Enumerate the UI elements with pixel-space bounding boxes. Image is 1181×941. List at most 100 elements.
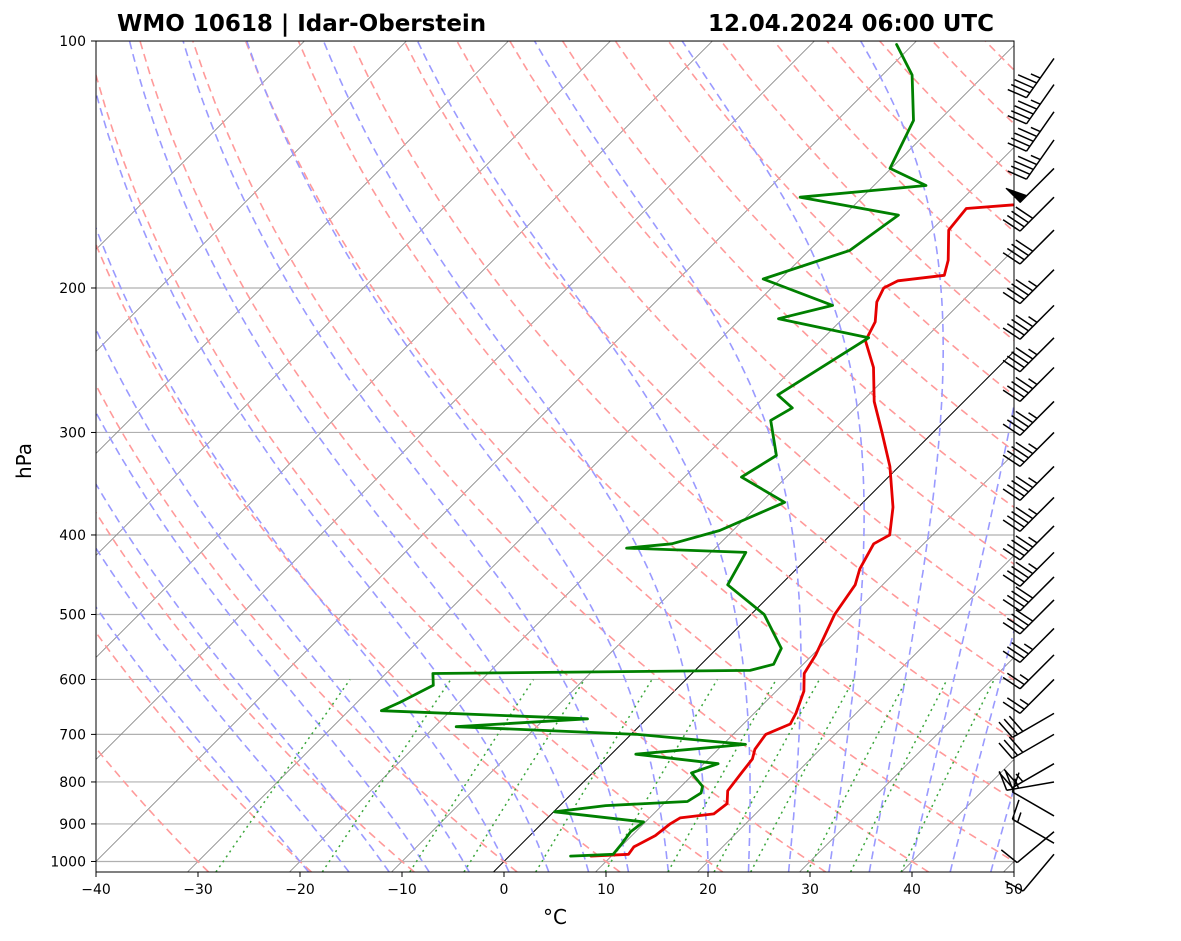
dry-adiabat-line bbox=[96, 242, 621, 872]
wind-barb-half-feather bbox=[1030, 154, 1041, 161]
wind-barb-half-feather bbox=[1015, 773, 1024, 783]
dry-adiabat-line bbox=[139, 41, 827, 872]
isotherm-line bbox=[697, 554, 1014, 872]
wind-barb-feather bbox=[1002, 621, 1021, 635]
x-tick-label: −30 bbox=[183, 882, 213, 898]
wind-barb-feather bbox=[1006, 355, 1025, 369]
wind-barb-feather bbox=[1011, 479, 1029, 493]
wind-barb-staff bbox=[1019, 678, 1055, 714]
moist-adiabat-line bbox=[246, 41, 670, 872]
dry-adiabat-line bbox=[509, 41, 1014, 566]
wind-barb-feather bbox=[1014, 78, 1034, 89]
wind-barb-feather bbox=[1015, 506, 1034, 520]
mixing-ratio-line bbox=[900, 679, 995, 872]
y-tick-label: 600 bbox=[59, 672, 86, 688]
wind-barb-feather bbox=[1003, 739, 1019, 756]
x-tick-label: −10 bbox=[387, 882, 417, 898]
isotherm-line bbox=[96, 41, 713, 659]
x-tick-label: 20 bbox=[699, 882, 717, 898]
wind-barb-feather bbox=[1006, 594, 1025, 608]
wind-barb-half-feather bbox=[1019, 698, 1029, 706]
wind-barb bbox=[1004, 853, 1055, 892]
wind-barb-feather bbox=[998, 721, 1013, 738]
wind-barb bbox=[1002, 551, 1055, 587]
wind-barb-feather bbox=[1002, 327, 1021, 340]
dry-adiabat-line bbox=[350, 41, 1014, 741]
wind-barb bbox=[1002, 229, 1055, 265]
wind-barb-feather bbox=[1011, 318, 1029, 332]
x-tick-label: −20 bbox=[285, 882, 315, 898]
wind-barb-half-feather bbox=[1030, 73, 1041, 79]
dry-adiabat-line bbox=[96, 511, 415, 872]
moist-adiabat-line bbox=[96, 546, 350, 872]
y-tick-label: 100 bbox=[59, 34, 86, 50]
dry-adiabat-line bbox=[720, 41, 1014, 342]
wind-barb-feather bbox=[1006, 543, 1025, 557]
wind-barb-half-feather bbox=[1028, 563, 1038, 570]
wind-barb bbox=[998, 733, 1055, 760]
mixing-ratio-line bbox=[713, 679, 821, 872]
wind-barb-feather bbox=[1015, 475, 1034, 489]
dry-adiabat-line bbox=[561, 41, 1014, 509]
dewpoint-profile-line bbox=[380, 43, 928, 858]
wind-barb-feather bbox=[1017, 100, 1038, 110]
wind-barb-feather bbox=[1002, 598, 1021, 612]
wind-barb-feather bbox=[1003, 718, 1019, 735]
wind-barb-staff bbox=[1019, 465, 1055, 501]
wind-barb-feather bbox=[1011, 414, 1029, 428]
isotherm-line bbox=[493, 350, 1014, 872]
wind-barb-feather bbox=[1002, 291, 1021, 305]
wind-barb-feather bbox=[998, 742, 1013, 759]
wind-barb-staff bbox=[1025, 57, 1055, 99]
wind-barb-half-feather bbox=[1028, 348, 1038, 356]
wind-barb-feather bbox=[1002, 423, 1021, 437]
wind-barb-feather bbox=[1010, 165, 1031, 176]
wind-barb-feather bbox=[1002, 574, 1021, 587]
wind-barb-feather bbox=[1015, 376, 1034, 390]
mixing-ratio-line bbox=[849, 679, 948, 872]
wind-barb bbox=[998, 763, 1055, 789]
wind-barb-feather bbox=[1007, 114, 1027, 125]
wind-barb-feather bbox=[1017, 155, 1038, 166]
wind-barb-half-feather bbox=[1030, 126, 1041, 133]
wind-barb-feather bbox=[1006, 450, 1025, 463]
dry-adiabat-line bbox=[667, 41, 1014, 397]
wind-barb-feather bbox=[1008, 736, 1024, 753]
isotherm-line bbox=[96, 41, 407, 353]
wind-barb-feather bbox=[1006, 419, 1025, 432]
wind-barb-feather bbox=[1006, 484, 1025, 497]
wind-barb-feather bbox=[1015, 410, 1034, 424]
moist-adiabat-line bbox=[681, 41, 865, 872]
wind-barb-feather bbox=[1006, 247, 1025, 261]
title-datetime: 12.04.2024 06:00 UTC bbox=[708, 11, 994, 37]
wind-barb-feather bbox=[1003, 768, 1019, 786]
wind-barb-half-feather bbox=[1028, 412, 1038, 420]
wind-barb-staff bbox=[1019, 229, 1055, 265]
wind-barb-feather bbox=[1015, 535, 1034, 548]
wind-barb-feather bbox=[1017, 74, 1038, 84]
y-tick-label: 500 bbox=[59, 607, 86, 623]
y-tick-label: 200 bbox=[59, 281, 86, 297]
wind-barb-staff bbox=[1012, 818, 1055, 844]
x-tick-label: 0 bbox=[500, 882, 509, 898]
isotherm-line bbox=[96, 41, 917, 863]
y-tick-label: 300 bbox=[59, 425, 86, 441]
wind-barb-feather bbox=[1006, 323, 1025, 336]
wind-barb-half-feather bbox=[1028, 316, 1038, 323]
wind-barb-feather bbox=[1004, 880, 1024, 892]
dry-adiabat-line bbox=[96, 383, 518, 872]
wind-barb-half-feather bbox=[1023, 643, 1034, 651]
wind-barb-feather bbox=[1002, 359, 1021, 373]
moist-adiabat-line bbox=[96, 327, 470, 872]
wind-barb bbox=[1000, 831, 1055, 864]
wind-barb-feather bbox=[1006, 697, 1025, 710]
wind-barb-feather bbox=[1011, 510, 1029, 524]
wind-barb-staff bbox=[1012, 712, 1055, 739]
wind-barb-half-feather bbox=[1028, 280, 1038, 288]
wind-barb-staff bbox=[1012, 791, 1055, 817]
wind-barb-feather bbox=[1002, 650, 1021, 664]
dry-adiabat-line bbox=[931, 41, 1014, 125]
wind-barb-feather bbox=[1002, 219, 1021, 232]
x-axis-label: °C bbox=[543, 905, 567, 929]
